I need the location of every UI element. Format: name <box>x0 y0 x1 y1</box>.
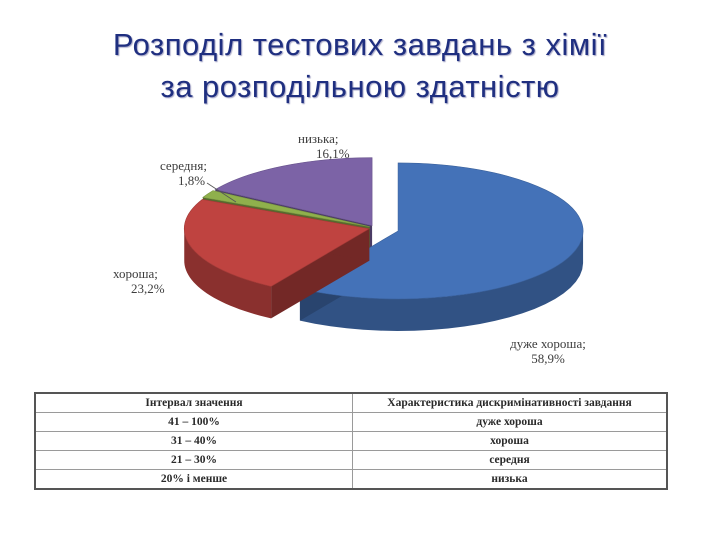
pie-chart: дуже хороша; 58,9% хороша; 23,2% середня; 1,8… <box>113 131 586 366</box>
pie-label-name: низька; <box>298 131 338 146</box>
pie-label-value: 1,8% <box>178 173 205 188</box>
pie-label-name: середня; <box>160 158 207 173</box>
pie-label-4: низька; 16,1% <box>298 131 350 161</box>
pie-slice-side <box>184 228 272 319</box>
pie-slice-1 <box>299 162 584 331</box>
pie-slice-side <box>299 231 584 331</box>
table-row: 31 – 40% хороша <box>34 431 668 451</box>
pie-label-value: 16,1% <box>316 146 350 161</box>
table-row: 21 – 30% середня <box>34 450 668 470</box>
pie-slice-2 <box>183 199 371 319</box>
table-cell-characteristic: дуже хороша <box>352 412 668 432</box>
pie-label-value: 23,2% <box>131 281 165 296</box>
pie-label-1: дуже хороша; 58,9% <box>510 336 586 366</box>
table-cell-interval: 21 – 30% <box>34 450 353 470</box>
table-cell-interval: 41 – 100% <box>34 412 353 432</box>
pie-label-value: 58,9% <box>531 351 565 366</box>
title-line-1: Розподіл тестових завдань з хімії <box>112 27 608 62</box>
table-cell-interval: 31 – 40% <box>34 431 353 451</box>
table-header-characteristic: Характеристика дискримінативності завдан… <box>352 392 668 413</box>
table-cell-characteristic: низька <box>352 469 668 490</box>
table-cell-characteristic: хороша <box>352 431 668 451</box>
pie-slice-top <box>299 162 584 300</box>
pie-slice-top <box>214 157 373 227</box>
table-cell-interval: 20% і менше <box>34 469 353 490</box>
table-row: 20% і менше низька <box>34 469 668 490</box>
table-cell-characteristic: середня <box>352 450 668 470</box>
pie-slice-top <box>202 190 370 227</box>
pie-label-name: дуже хороша; <box>510 336 586 351</box>
table-row: 41 – 100% дуже хороша <box>34 412 668 432</box>
pie-slices <box>183 157 584 331</box>
discrimination-table: Інтервал значення Характеристика дискрим… <box>34 392 668 490</box>
table-header-row: Інтервал значення Характеристика дискрим… <box>34 392 668 413</box>
pie-labels: дуже хороша; 58,9% хороша; 23,2% середня; 1,8… <box>113 131 586 366</box>
title-line-2: за розподільною здатністю <box>160 69 560 104</box>
pie-label-2: хороша; 23,2% <box>113 266 165 296</box>
page-title: Розподіл тестових завдань з хімії за роз… <box>0 24 720 108</box>
pie-label-name: хороша; <box>113 266 158 281</box>
pie-slice-top <box>183 199 371 287</box>
pie-label-3: середня; 1,8% <box>160 158 207 188</box>
table-header-interval: Інтервал значення <box>34 392 353 413</box>
leader-line <box>206 182 237 203</box>
